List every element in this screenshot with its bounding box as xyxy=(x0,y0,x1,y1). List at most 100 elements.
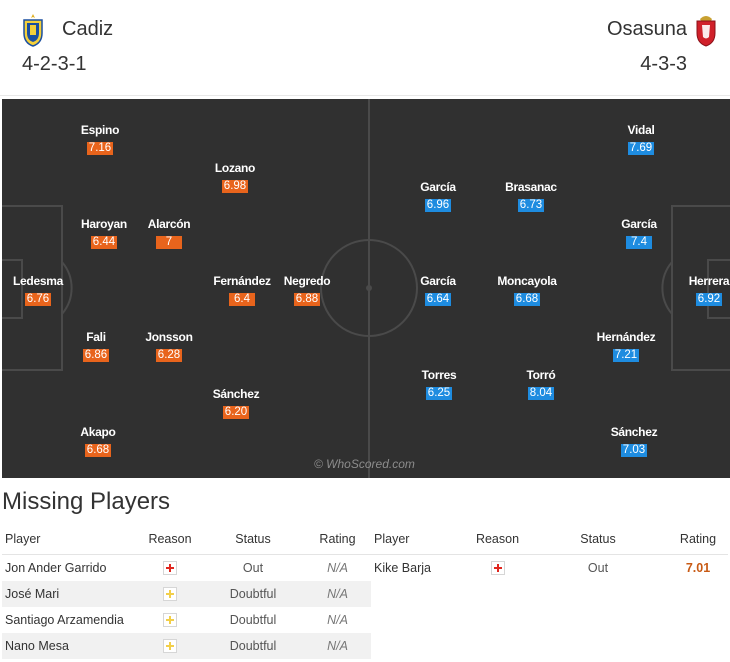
missing-player-name[interactable]: Santiago Arzamendia xyxy=(5,613,124,627)
osasuna-crest-icon xyxy=(696,16,716,47)
player-marker[interactable]: Ledesma 6.76 xyxy=(2,274,78,307)
player-marker[interactable]: Espino 7.16 xyxy=(60,123,140,156)
column-header-player[interactable]: Player xyxy=(371,523,467,555)
player-marker[interactable]: García 7.4 xyxy=(599,217,679,250)
player-marker[interactable]: Sánchez 6.20 xyxy=(196,387,276,420)
player-rating: 6.76 xyxy=(25,293,51,306)
player-rating: 6.64 xyxy=(425,293,451,306)
cadiz-crest-icon xyxy=(23,14,43,47)
player-marker[interactable]: Jonsson 6.28 xyxy=(129,330,209,363)
doubtful-icon[interactable] xyxy=(163,587,177,602)
player-marker[interactable]: García 6.64 xyxy=(398,274,478,307)
player-rating: 6.25 xyxy=(426,387,452,400)
player-name: García xyxy=(420,180,456,194)
player-marker[interactable]: Torró 8.04 xyxy=(501,368,581,401)
column-header-status[interactable]: Status xyxy=(202,523,304,555)
player-name: Vidal xyxy=(627,123,655,137)
missing-status: Doubtful xyxy=(202,581,304,607)
player-marker[interactable]: Alarcón 7 xyxy=(129,217,209,250)
doubtful-icon[interactable] xyxy=(163,639,177,654)
player-name: Alarcón xyxy=(147,217,191,231)
player-rating: 6.68 xyxy=(514,293,540,306)
player-rating: 6.20 xyxy=(223,406,249,419)
column-header-player[interactable]: Player xyxy=(2,523,138,555)
column-header-rating[interactable]: Rating xyxy=(668,523,728,555)
player-rating: 6.96 xyxy=(425,199,451,212)
player-rating: 6.44 xyxy=(91,236,117,249)
player-name: Negredo xyxy=(283,274,331,288)
player-rating: 6.4 xyxy=(229,293,255,306)
player-name: Lozano xyxy=(214,161,256,175)
missing-rating: N/A xyxy=(327,613,348,627)
header-divider xyxy=(0,95,730,96)
player-name: Torró xyxy=(526,368,556,382)
missing-player-name[interactable]: Kike Barja xyxy=(374,561,431,575)
away-formation: 4-3-3 xyxy=(640,53,687,75)
table-row: José Mari Doubtful N/A xyxy=(2,581,371,607)
injury-icon[interactable] xyxy=(163,561,177,576)
player-name: Jonsson xyxy=(145,330,193,344)
player-name: Akapo xyxy=(80,425,116,439)
missing-rating: N/A xyxy=(327,561,348,575)
player-marker[interactable]: Sánchez 7.03 xyxy=(594,425,674,458)
missing-status: Doubtful xyxy=(202,633,304,659)
player-rating: 7.21 xyxy=(613,349,639,362)
player-name: Fernández xyxy=(213,274,271,288)
player-marker[interactable]: Haroyan 6.44 xyxy=(64,217,144,250)
player-marker[interactable]: Fernández 6.4 xyxy=(202,274,282,307)
doubtful-icon[interactable] xyxy=(163,613,177,628)
missing-rating: N/A xyxy=(304,633,371,659)
player-rating: 6.98 xyxy=(222,180,248,193)
player-name: García xyxy=(621,217,657,231)
player-rating: 6.88 xyxy=(294,293,320,306)
table-row: Jon Ander Garrido Out N/A xyxy=(2,555,371,582)
player-rating: 6.86 xyxy=(83,349,109,362)
player-marker[interactable]: Brasanac 6.73 xyxy=(491,180,571,213)
player-marker[interactable]: Lozano 6.98 xyxy=(195,161,275,194)
column-header-status[interactable]: Status xyxy=(528,523,668,555)
table-row: Kike Barja Out 7.01 xyxy=(371,555,728,582)
missing-rating: 7.01 xyxy=(685,561,711,575)
column-header-reason[interactable]: Reason xyxy=(138,523,202,555)
player-rating: 6.68 xyxy=(85,444,111,457)
player-marker[interactable]: Fali 6.86 xyxy=(56,330,136,363)
player-name: Fali xyxy=(86,330,106,344)
player-rating: 6.73 xyxy=(518,199,544,212)
team-header: Cadiz 4-2-3-1 Osasuna 4-3-3 xyxy=(0,0,730,96)
player-name: Sánchez xyxy=(610,425,658,439)
missing-status: Doubtful xyxy=(229,613,277,627)
missing-status: Out xyxy=(242,561,264,575)
player-name: García xyxy=(420,274,456,288)
missing-player-name[interactable]: José Mari xyxy=(2,581,138,607)
player-marker[interactable]: Akapo 6.68 xyxy=(58,425,138,458)
home-missing-table: Player Reason Status Rating Jon Ander Ga… xyxy=(2,523,371,659)
column-header-rating[interactable]: Rating xyxy=(304,523,371,555)
player-marker[interactable]: Negredo 6.88 xyxy=(267,274,347,307)
missing-player-name[interactable]: Jon Ander Garrido xyxy=(5,561,107,575)
missing-status: Out xyxy=(587,561,609,575)
player-name: Ledesma xyxy=(13,274,63,288)
away-missing-table: Player Reason Status Rating Kike Barja O… xyxy=(371,523,728,581)
player-rating: 7.4 xyxy=(626,236,652,249)
away-team-name[interactable]: Osasuna xyxy=(606,18,687,40)
injury-icon[interactable] xyxy=(490,561,505,576)
player-marker[interactable]: Herrera 6.92 xyxy=(669,274,730,307)
player-rating: 7.03 xyxy=(621,444,647,457)
player-rating: 7 xyxy=(156,236,182,249)
player-name: Herrera xyxy=(688,274,730,288)
missing-player-name[interactable]: Nano Mesa xyxy=(2,633,138,659)
column-header-reason[interactable]: Reason xyxy=(467,523,528,555)
player-marker[interactable]: Torres 6.25 xyxy=(399,368,479,401)
table-row: Santiago Arzamendia Doubtful N/A xyxy=(2,607,371,633)
player-rating: 8.04 xyxy=(528,387,554,400)
home-team-name[interactable]: Cadiz xyxy=(62,18,114,40)
watermark: © WhoScored.com xyxy=(314,457,415,471)
player-rating: 7.16 xyxy=(87,142,113,155)
player-marker[interactable]: Moncayola 6.68 xyxy=(487,274,567,307)
home-formation: 4-2-3-1 xyxy=(22,53,87,75)
player-marker[interactable]: Vidal 7.69 xyxy=(601,123,681,156)
player-marker[interactable]: Hernández 7.21 xyxy=(586,330,666,363)
player-marker[interactable]: García 6.96 xyxy=(398,180,478,213)
pitch-markings xyxy=(2,99,730,478)
pitch: Espino 7.16 Lozano 6.98 Haroyan 6.44 Alarcó… xyxy=(2,99,730,478)
